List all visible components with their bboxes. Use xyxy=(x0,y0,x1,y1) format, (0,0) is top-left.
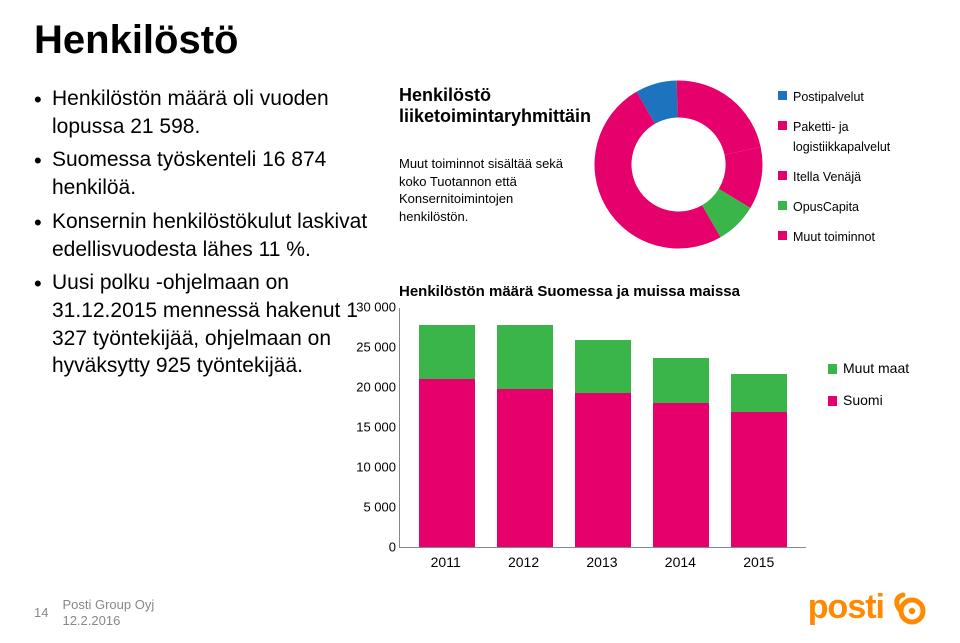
y-tick-label: 20 000 xyxy=(352,380,396,395)
legend-swatch xyxy=(778,201,787,210)
donut-legend: Postipalvelut Paketti- ja logistiikkapalv… xyxy=(778,85,926,257)
legend-swatch xyxy=(778,231,787,240)
x-tick-label: 2011 xyxy=(431,554,461,570)
donut-chart-note: Muut toiminnot sisältää sekä koko Tuotan… xyxy=(399,155,579,225)
legend-item: Postipalvelut xyxy=(778,87,926,107)
y-tick-label: 30 000 xyxy=(352,300,396,315)
bar-segment xyxy=(731,374,787,412)
legend-swatch xyxy=(828,396,837,406)
x-tick-label: 2015 xyxy=(743,554,774,570)
legend-label: Postipalvelut xyxy=(793,87,864,107)
legend-item: Suomi xyxy=(828,392,926,408)
slide-footer: 14 Posti Group Oyj 12.2.2016 xyxy=(34,597,154,630)
legend-swatch xyxy=(778,171,787,180)
legend-swatch xyxy=(778,121,787,130)
bar-segment xyxy=(575,393,631,547)
x-tick-label: 2013 xyxy=(586,554,617,570)
x-tick-label: 2012 xyxy=(508,554,539,570)
donut-chart xyxy=(591,77,766,252)
page-title: Henkilöstö xyxy=(34,18,926,63)
legend-item: Muut maat xyxy=(828,360,926,376)
bar xyxy=(653,358,709,547)
bar-segment xyxy=(731,412,787,547)
donut-chart-title: Henkilöstö liiketoimintaryhmittäin xyxy=(399,85,579,127)
bar-chart-legend: Muut maat Suomi xyxy=(806,308,926,570)
y-tick-label: 25 000 xyxy=(352,340,396,355)
bar xyxy=(419,325,475,547)
bar-segment xyxy=(653,403,709,547)
legend-item: Paketti- ja logistiikkapalvelut xyxy=(778,117,926,157)
legend-label: Muut toiminnot xyxy=(793,227,875,247)
y-tick-label: 0 xyxy=(352,540,396,555)
bar-segment xyxy=(419,379,475,547)
legend-item: Muut toiminnot xyxy=(778,227,926,247)
donut-slice xyxy=(677,81,761,155)
legend-label: Muut maat xyxy=(843,360,909,376)
legend-label: Itella Venäjä xyxy=(793,167,861,187)
legend-label: Suomi xyxy=(843,392,883,408)
x-tick-label: 2014 xyxy=(665,554,696,570)
bar-chart-title: Henkilöstön määrä Suomessa ja muissa mai… xyxy=(399,283,926,300)
page-number: 14 xyxy=(34,605,48,620)
bar-segment xyxy=(575,340,631,394)
footer-date: 12.2.2016 xyxy=(62,613,120,628)
y-tick-label: 10 000 xyxy=(352,460,396,475)
bar-chart: 05 00010 00015 00020 00025 00030 000 xyxy=(399,308,806,548)
bullet-item: Suomessa työskenteli 16 874 henkilöä. xyxy=(34,146,375,201)
bar-segment xyxy=(653,358,709,403)
legend-swatch xyxy=(778,91,787,100)
bullet-list: Henkilöstön määrä oli vuoden lopussa 21 … xyxy=(34,85,375,570)
horn-icon xyxy=(892,587,932,627)
bullet-item: Konsernin henkilöstökulut laskivat edell… xyxy=(34,208,375,263)
bar xyxy=(575,340,631,547)
y-tick-label: 5 000 xyxy=(352,500,396,515)
logo-text: posti xyxy=(808,588,884,627)
bar-segment xyxy=(497,325,553,390)
bullet-item: Uusi polku -ohjelmaan on 31.12.2015 menn… xyxy=(34,269,375,380)
footer-company: Posti Group Oyj xyxy=(62,597,154,612)
bar-segment xyxy=(497,389,553,547)
legend-label: Paketti- ja logistiikkapalvelut xyxy=(793,117,926,157)
bar xyxy=(731,374,787,547)
legend-item: Itella Venäjä xyxy=(778,167,926,187)
legend-swatch xyxy=(828,364,837,374)
legend-item: OpusCapita xyxy=(778,197,926,217)
bar-segment xyxy=(419,325,475,379)
bar xyxy=(497,325,553,547)
legend-label: OpusCapita xyxy=(793,197,859,217)
posti-logo: posti xyxy=(808,587,932,627)
y-tick-label: 15 000 xyxy=(352,420,396,435)
bullet-item: Henkilöstön määrä oli vuoden lopussa 21 … xyxy=(34,85,375,140)
